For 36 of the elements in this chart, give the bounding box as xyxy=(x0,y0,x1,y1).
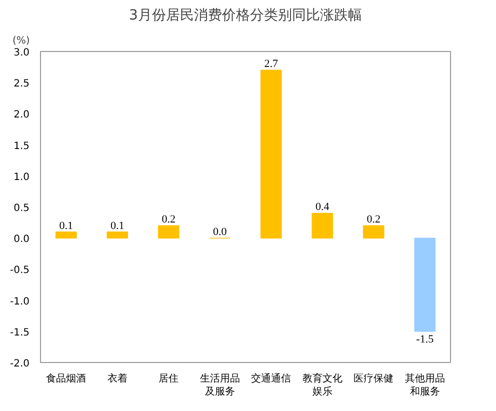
x-tick-label: 教育文化娱乐 xyxy=(302,372,342,398)
x-tick-label: 食品烟酒 xyxy=(46,372,86,384)
bar xyxy=(312,212,334,238)
bar xyxy=(414,238,436,332)
data-label: 0.1 xyxy=(59,220,73,232)
data-label: 0.2 xyxy=(162,214,176,226)
bar xyxy=(55,231,77,238)
x-tick-label: 医疗保健 xyxy=(354,372,394,384)
x-tick-label: 交通通信 xyxy=(251,372,292,384)
x-tick-label: 其他用品和服务 xyxy=(404,372,445,398)
x-tick-label: 生活用品及服务 xyxy=(200,372,240,398)
data-label: 0.4 xyxy=(316,201,330,214)
bar xyxy=(362,225,384,238)
x-tick-label: 衣着 xyxy=(107,372,128,384)
y-tick-label: -2.0 xyxy=(10,358,30,370)
y-tick-label: 2.0 xyxy=(14,110,30,121)
bar xyxy=(106,231,128,238)
data-label: -1.5 xyxy=(416,333,434,346)
y-tick-label: 3.0 xyxy=(14,48,30,58)
y-tick-label: 0.5 xyxy=(14,203,30,214)
x-tick-label: 居住 xyxy=(158,374,179,384)
data-label: 0.2 xyxy=(366,214,380,226)
y-tick-label: 1.0 xyxy=(14,172,30,183)
y-tick-label: 0.0 xyxy=(14,234,30,246)
y-tick-label: 1.5 xyxy=(14,140,30,152)
y-tick-label: 2.5 xyxy=(14,78,30,90)
y-tick-label: -1.0 xyxy=(10,296,30,308)
bar xyxy=(158,225,180,238)
data-label: 0.1 xyxy=(110,220,124,232)
y-tick-label: -0.5 xyxy=(10,265,30,276)
y-tick-label: -1.5 xyxy=(10,327,30,338)
data-label: 0.0 xyxy=(213,226,228,238)
chart-title: 3月份居民消费价格分类别同比涨跌幅 xyxy=(129,8,362,24)
bar xyxy=(260,70,282,238)
data-label: 2.7 xyxy=(264,58,278,70)
y-axis-title: (%) xyxy=(12,36,30,46)
